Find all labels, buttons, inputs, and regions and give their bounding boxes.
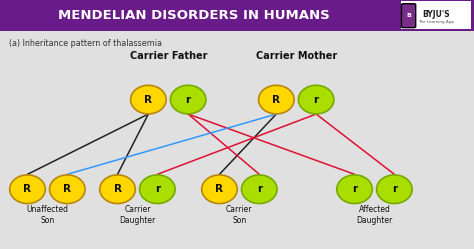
Text: Carrier Mother: Carrier Mother bbox=[255, 51, 337, 61]
Ellipse shape bbox=[299, 85, 334, 114]
Text: BYJU'S: BYJU'S bbox=[422, 10, 450, 19]
Bar bbox=[401, 1, 471, 29]
Ellipse shape bbox=[241, 175, 277, 204]
Ellipse shape bbox=[139, 175, 175, 204]
Text: R: R bbox=[216, 184, 223, 194]
Ellipse shape bbox=[170, 85, 206, 114]
Ellipse shape bbox=[202, 175, 237, 204]
Text: r: r bbox=[257, 184, 262, 194]
Text: Carrier Father: Carrier Father bbox=[129, 51, 207, 61]
Text: (a) Inheritance pattern of thalassemia: (a) Inheritance pattern of thalassemia bbox=[9, 39, 163, 48]
Text: Carrier
Daughter: Carrier Daughter bbox=[119, 205, 155, 225]
Bar bbox=[0, 0, 474, 31]
Text: The Learning App: The Learning App bbox=[418, 20, 454, 24]
Text: Carrier
Son: Carrier Son bbox=[226, 205, 253, 225]
Text: R: R bbox=[273, 95, 280, 105]
Text: Affected
Daughter: Affected Daughter bbox=[356, 205, 392, 225]
Text: r: r bbox=[392, 184, 397, 194]
Text: Unaffected
Son: Unaffected Son bbox=[27, 205, 68, 225]
Text: r: r bbox=[186, 95, 191, 105]
Text: r: r bbox=[314, 95, 319, 105]
Ellipse shape bbox=[377, 175, 412, 204]
Text: R: R bbox=[24, 184, 31, 194]
Ellipse shape bbox=[337, 175, 373, 204]
Text: B: B bbox=[406, 13, 411, 18]
Ellipse shape bbox=[50, 175, 85, 204]
Text: R: R bbox=[145, 95, 152, 105]
Text: MENDELIAN DISORDERS IN HUMANS: MENDELIAN DISORDERS IN HUMANS bbox=[58, 9, 330, 22]
FancyBboxPatch shape bbox=[401, 4, 416, 28]
Ellipse shape bbox=[10, 175, 46, 204]
Ellipse shape bbox=[100, 175, 136, 204]
Text: R: R bbox=[114, 184, 121, 194]
Text: r: r bbox=[155, 184, 160, 194]
Ellipse shape bbox=[130, 85, 166, 114]
Text: r: r bbox=[352, 184, 357, 194]
Ellipse shape bbox=[259, 85, 294, 114]
Text: R: R bbox=[64, 184, 71, 194]
